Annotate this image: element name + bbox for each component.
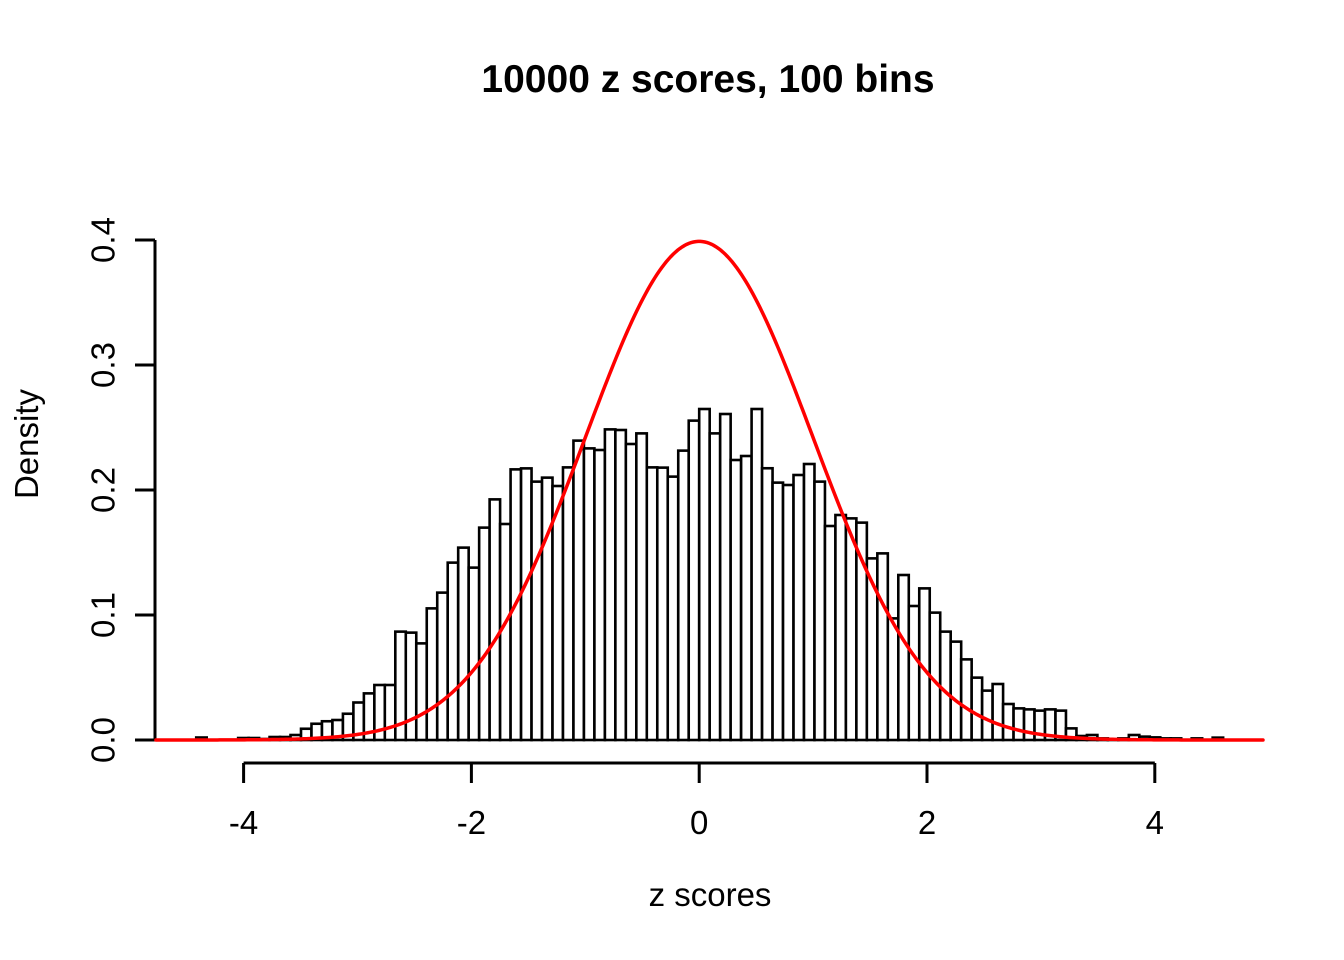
x-tick-label: -2 [457,804,486,841]
histogram-bar [792,473,806,742]
histogram-bar [551,484,565,742]
histogram-bar [708,432,722,742]
histogram-bar [530,480,544,742]
histogram-bar [383,683,397,742]
normal-density-curve [154,239,1265,742]
histogram-bar [1064,727,1078,742]
histogram-bar [414,642,429,742]
histogram-bar [645,466,659,742]
histogram-bar [676,449,691,742]
histogram-bar [907,604,921,742]
histogram-bar [614,428,628,742]
x-axis-title: z scores [648,876,772,913]
histogram-bar [844,517,858,742]
histogram-bar [603,428,617,742]
x-tick-label: 2 [918,804,936,841]
y-tick-label: 0.3 [85,342,122,388]
histogram-bar [687,419,701,742]
histogram-bar [771,481,785,742]
y-axis-title: Density [8,388,45,500]
histogram-bar [697,407,711,742]
histogram-bar [718,412,732,742]
histogram-bar [572,439,586,742]
histogram-bar [624,442,638,742]
histogram-bar [876,552,890,742]
histogram-bar [949,640,963,742]
histogram-bar [635,432,649,742]
histogram-bar [456,546,470,742]
histogram-bar [666,475,680,742]
histogram-bar [435,591,450,742]
histogram-bar [959,658,973,742]
histogram-bar [938,630,952,742]
y-tick-label: 0.4 [85,217,122,263]
histogram-bar [593,448,607,742]
histogram-bar [750,407,764,742]
histogram-bar [813,480,827,742]
y-tick-label: 0.0 [85,717,122,763]
x-tick-label: -4 [229,804,258,841]
x-tick-label: 4 [1146,804,1164,841]
x-tick-label: 0 [690,804,708,841]
histogram-bar [519,467,533,742]
histogram-bar [561,466,575,742]
histogram-bar [655,466,670,742]
histogram-bar [980,689,994,742]
histogram-bar [1054,709,1068,742]
histogram-bar [896,573,911,742]
histogram-bar [834,513,848,742]
histogram-bar [582,447,596,742]
histogram-bar [886,617,900,742]
histogram-bar [970,676,984,742]
histogram-bar [823,524,837,742]
histogram-bar [488,498,502,742]
histogram-bar [540,476,554,742]
histogram-bar [729,458,743,742]
histogram-bar [760,466,774,742]
histogram-bar [477,526,491,742]
histogram-bar [991,682,1005,742]
chart-title: 10000 z scores, 100 bins [481,58,935,101]
histogram-bar [404,631,418,742]
histogram-bar [1022,708,1036,742]
histogram-bar [739,454,753,742]
histogram-bar [467,566,481,742]
histogram-bar [425,607,439,742]
histogram-bar [802,462,816,742]
histogram-bar [1001,702,1015,742]
histogram-bar [446,561,460,742]
y-tick-label: 0.2 [85,467,122,513]
histogram-bar [1012,707,1026,742]
histogram-bar [781,483,795,742]
y-tick-label: 0.1 [85,592,122,638]
